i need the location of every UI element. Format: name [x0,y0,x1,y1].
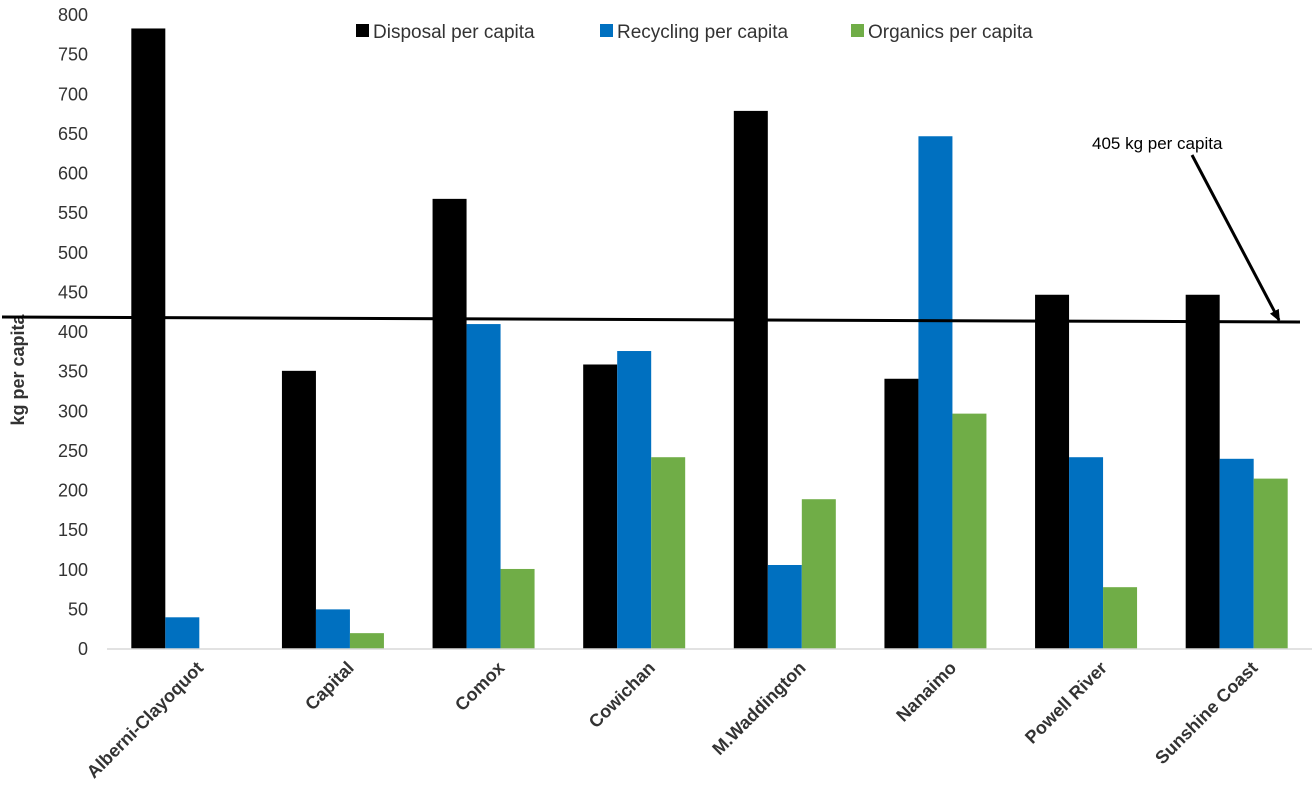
y-tick-label: 600 [58,164,88,184]
y-tick-label: 150 [58,520,88,540]
legend-swatch [356,24,369,37]
x-tick-label: Alberni-Clayoquot [83,658,207,782]
bar [884,378,919,649]
legend-swatch [851,24,864,37]
x-tick-label: Capital [301,658,358,715]
series-1 [165,136,1254,649]
x-axis-ticks: Alberni-Clayoquot Capital Comox Cowichan M.W… [83,658,1262,782]
bar [952,413,987,649]
bar [466,324,501,649]
bar [500,568,535,649]
bar [1035,294,1070,649]
y-tick-label: 300 [58,401,88,421]
bar [617,351,652,649]
x-tick-label: Comox [451,658,508,715]
x-tick-label: Cowichan [585,658,659,732]
legend-label: Organics per capita [868,22,1033,43]
bar [733,110,768,649]
y-tick-label: 50 [68,599,88,619]
y-tick-label: 500 [58,243,88,263]
bar [349,633,384,649]
x-tick-label: Nanaimo [892,658,960,726]
x-tick-label: Sunshine Coast [1151,658,1261,768]
bar [767,564,802,649]
reference-line [1,315,1301,324]
bar [1253,478,1288,649]
y-axis-ticks: 0 50 100 150 200 250 300 350 400 450 500 550 600 650 7… [58,5,88,659]
x-tick-label: M.Waddington [708,658,809,759]
y-tick-label: 250 [58,441,88,461]
y-tick-label: 700 [58,84,88,104]
bar [651,457,686,649]
bar [583,364,618,649]
x-tick-label: Powell River [1021,658,1111,748]
y-tick-label: 650 [58,124,88,144]
bar [432,198,467,650]
legend-item: Disposal per capita [356,22,535,43]
y-tick-label: 450 [58,282,88,302]
legend-label: Disposal per capita [373,22,535,43]
bar-series [131,28,1288,650]
bar [315,609,350,649]
annotation-arrow [1190,154,1281,322]
y-tick-label: 0 [78,639,88,659]
legend: Disposal per capita Recycling per capita O… [356,22,1033,43]
bar [1103,587,1138,649]
y-tick-label: 400 [58,322,88,342]
legend-item: Organics per capita [851,22,1033,43]
bar [1185,294,1220,649]
y-tick-label: 200 [58,481,88,501]
legend-label: Recycling per capita [617,22,789,43]
bar [1069,457,1104,649]
bar [131,28,166,650]
series-2 [349,413,1288,649]
legend-item: Recycling per capita [600,22,789,43]
y-axis-label: kg per capita [8,313,28,425]
y-tick-label: 550 [58,203,88,223]
y-tick-label: 350 [58,362,88,382]
y-tick-label: 800 [58,5,88,25]
bar [165,617,200,649]
bar [281,370,316,649]
series-0 [131,28,1220,650]
annotation-label: 405 kg per capita [1092,134,1223,153]
y-tick-label: 750 [58,45,88,65]
y-tick-label: 100 [58,560,88,580]
legend-swatch [600,24,613,37]
bar [1219,458,1254,649]
bar [918,136,953,649]
bar [801,499,836,649]
